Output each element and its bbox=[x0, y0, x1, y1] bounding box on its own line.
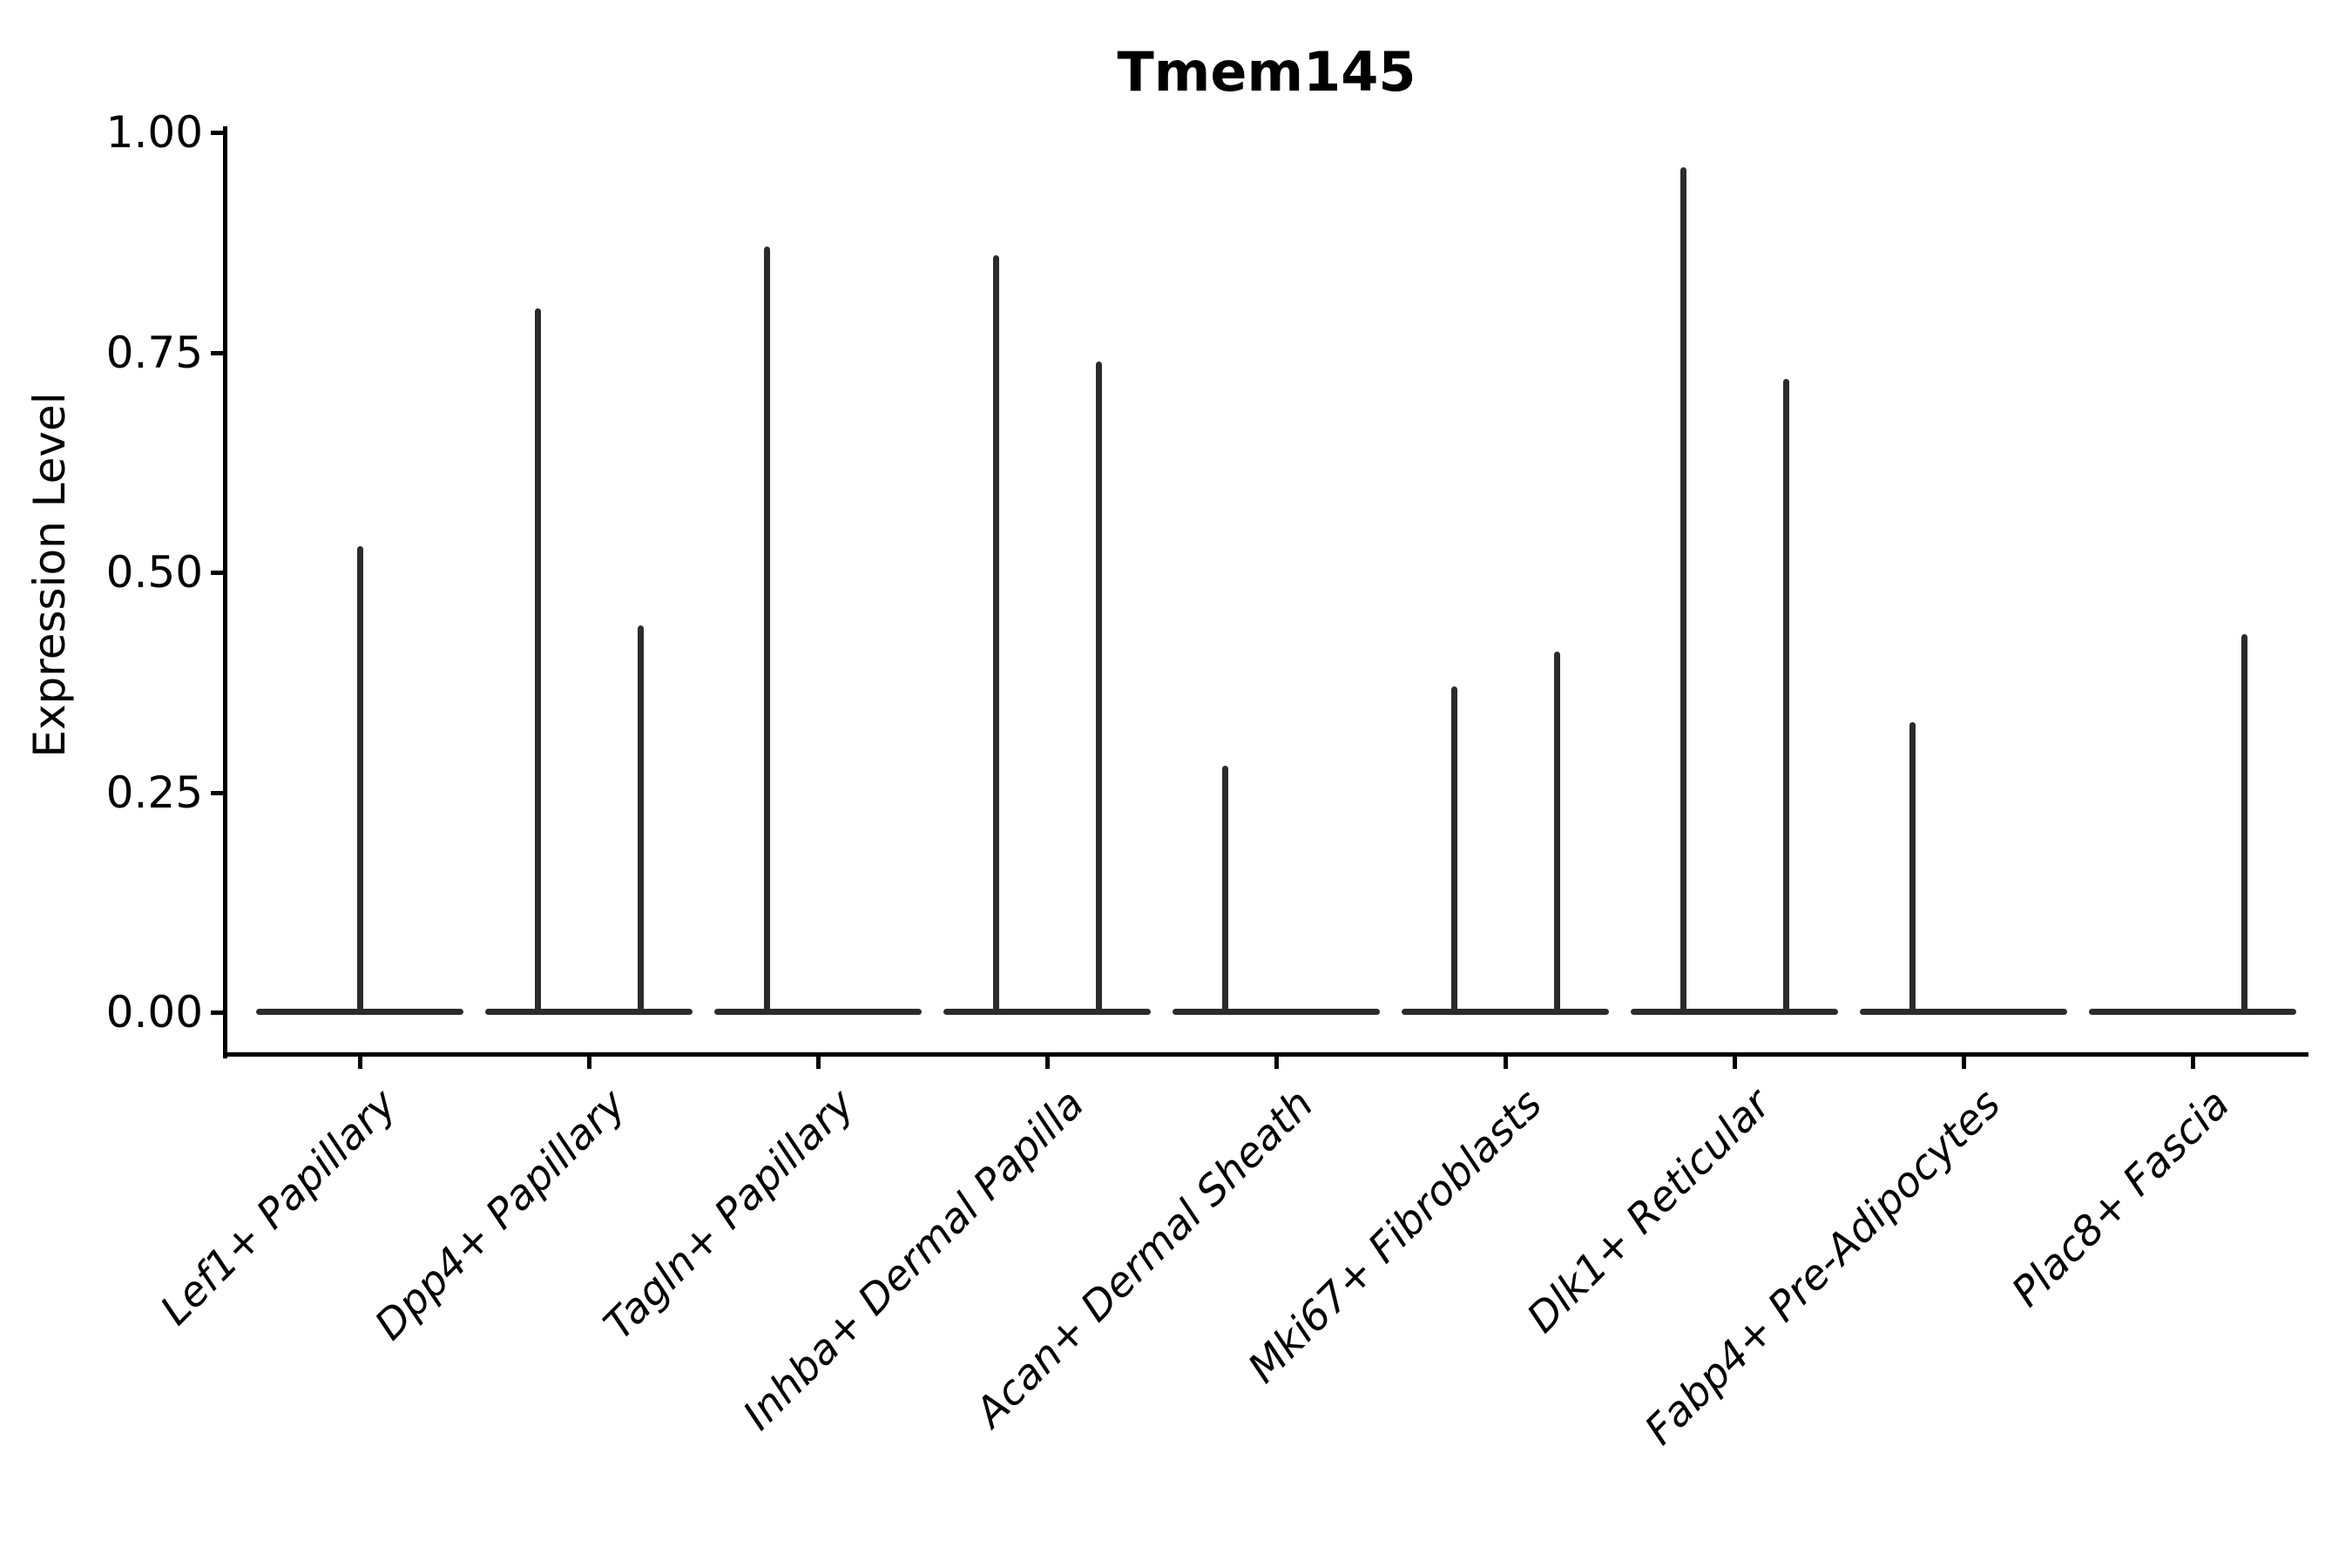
violin-spike bbox=[1553, 651, 1560, 1010]
violin-spike bbox=[1450, 686, 1457, 1010]
violin-base bbox=[1402, 1009, 1609, 1015]
x-tick-mark bbox=[1045, 1056, 1050, 1069]
x-axis-spine bbox=[223, 1052, 2308, 1057]
x-tick-mark bbox=[1274, 1056, 1279, 1069]
violin-spike bbox=[1782, 378, 1789, 1010]
x-tick-mark bbox=[1504, 1056, 1508, 1069]
x-tick-mark bbox=[2191, 1056, 2195, 1069]
x-tick-mark bbox=[358, 1056, 362, 1069]
x-tick-label: Dpp4+ Papillary bbox=[365, 1080, 635, 1350]
violin-spike bbox=[763, 247, 770, 1010]
violin-spike bbox=[1095, 361, 1102, 1010]
violin-base bbox=[256, 1009, 463, 1015]
y-tick-label: 0.75 bbox=[105, 327, 203, 378]
violin-spike bbox=[534, 308, 541, 1010]
y-axis-spine bbox=[223, 126, 227, 1058]
violin-base bbox=[1631, 1009, 1838, 1015]
violin-spike bbox=[2240, 633, 2247, 1010]
violin-spike bbox=[637, 625, 644, 1010]
x-tick-mark bbox=[1962, 1056, 1966, 1069]
y-tick-mark bbox=[211, 350, 225, 355]
violin-spike bbox=[992, 255, 999, 1010]
violin-base bbox=[943, 1009, 1151, 1015]
x-tick-label: Plac8+ Fascia bbox=[2002, 1080, 2239, 1317]
violin-spike bbox=[1909, 721, 1916, 1010]
x-tick-mark bbox=[816, 1056, 821, 1069]
y-tick-mark bbox=[211, 571, 225, 575]
y-tick-label: 0.00 bbox=[105, 987, 203, 1037]
y-tick-label: 1.00 bbox=[105, 107, 203, 158]
y-tick-mark bbox=[211, 790, 225, 795]
violin-base bbox=[1173, 1009, 1380, 1015]
x-tick-label: Lef1+ Papillary bbox=[151, 1080, 406, 1335]
violin-base bbox=[714, 1009, 922, 1015]
violin-base bbox=[485, 1009, 693, 1015]
y-tick-mark bbox=[211, 1010, 225, 1015]
y-tick-mark bbox=[211, 131, 225, 135]
violin-base bbox=[1860, 1009, 2067, 1015]
x-tick-mark bbox=[587, 1056, 591, 1069]
violin-base bbox=[2089, 1009, 2296, 1015]
x-tick-label: Tagln+ Papillary bbox=[595, 1080, 864, 1349]
x-tick-mark bbox=[1733, 1056, 1737, 1069]
chart-title: Tmem145 bbox=[1117, 40, 1416, 104]
y-tick-label: 0.50 bbox=[105, 547, 203, 598]
x-tick-label: Dlk1+ Reticular bbox=[1517, 1080, 1781, 1342]
y-tick-label: 0.25 bbox=[105, 767, 203, 818]
violin-spike bbox=[356, 545, 363, 1010]
violin-spike bbox=[1221, 766, 1228, 1010]
violin-spike bbox=[1680, 167, 1686, 1010]
